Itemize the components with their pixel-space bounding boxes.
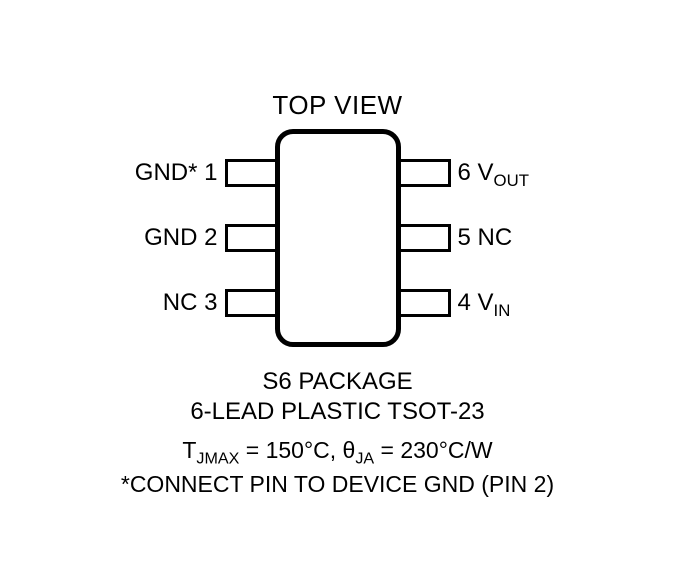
tjmax-prefix: T [182,437,196,463]
theta-symbol: θ [343,437,356,463]
pin-6-num: 6 [458,159,471,186]
pin-1-name: GND* [135,159,198,186]
pin-5-label: 5 NC [458,224,578,256]
pin-lead-1 [225,159,281,187]
pin-2-label: GND 2 [128,224,218,252]
pin-4-name-main: V [478,289,494,316]
pin-lead-5 [395,224,451,252]
pin-5-name-main: NC [478,224,513,251]
pin-4-num: 4 [458,289,471,316]
pin-3-name: NC [163,289,198,316]
pin-lead-6 [395,159,451,187]
theta-sub: JA [355,450,374,468]
pin-lead-2 [225,224,281,252]
pin-6-label: 6 VOUT [458,159,578,191]
theta-value: = 230°C/W [374,437,493,463]
pin-6-name-sub: OUT [494,171,529,190]
package-desc: 6-LEAD PLASTIC TSOT-23 [121,397,554,427]
tjmax-sub: JMAX [196,450,239,468]
pin-3-num: 3 [204,289,217,316]
pin-6-name-main: V [478,159,494,186]
top-view-title: TOP VIEW [272,90,402,121]
pin-1-num: 1 [204,159,217,186]
chip-body [275,129,401,347]
package-info: S6 PACKAGE 6-LEAD PLASTIC TSOT-23 TJMAX … [121,367,554,498]
pin-2-num: 2 [204,224,217,251]
pin-4-label: 4 VIN [458,289,578,321]
package-name: S6 PACKAGE [121,367,554,397]
pin-lead-3 [225,289,281,317]
pin-1-label: GND* 1 [128,159,218,187]
pin-3-label: NC 3 [128,289,218,317]
pin-lead-4 [395,289,451,317]
pinout-diagram: GND* 1 GND 2 NC 3 6 VOUT 5 NC 4 VIN [128,129,548,349]
tjmax-value: = 150°C, [239,437,342,463]
footnote: *CONNECT PIN TO DEVICE GND (PIN 2) [121,471,554,498]
pin-4-name-sub: IN [494,301,511,320]
pin-2-name: GND [144,224,197,251]
thermal-ratings: TJMAX = 150°C, θJA = 230°C/W [121,437,554,469]
pin-5-num: 5 [458,224,471,251]
